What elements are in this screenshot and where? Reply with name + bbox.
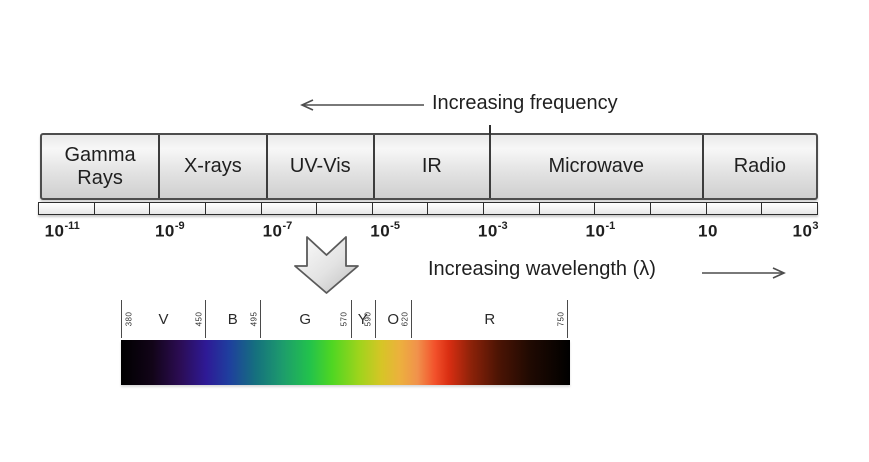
- visible-spectrum-gradient: [121, 340, 570, 385]
- ruler-cell: [39, 203, 95, 214]
- band-gamma-rays: Gamma Rays: [42, 135, 161, 198]
- frequency-axis-label: Increasing frequency: [432, 92, 618, 114]
- em-bands-bar: Gamma Rays X-rays UV-Vis IR Microwave Ra…: [40, 125, 818, 200]
- wavelength-nm-label: 620: [400, 311, 410, 327]
- wavelength-nm-label: 570: [339, 311, 349, 327]
- boundary-line: [350, 300, 352, 338]
- right-arrow-icon: [702, 267, 786, 279]
- ruler-cell: [95, 203, 151, 214]
- scale-tick-label: 10-9: [154, 220, 185, 241]
- boundary-line: [567, 300, 568, 338]
- ruler-cell: [540, 203, 596, 214]
- scale-tick-label: 10-7: [262, 220, 293, 241]
- ruler-cell: [707, 203, 763, 214]
- ruler-cell: [762, 203, 817, 214]
- ruler-cell: [484, 203, 540, 214]
- color-label-blue: B: [227, 310, 238, 328]
- boundary-line: [260, 300, 262, 338]
- boundary-line: [374, 300, 376, 338]
- frequency-axis-annotation: Increasing frequency: [298, 92, 678, 118]
- wavelength-nm-label: 495: [249, 311, 259, 327]
- color-label-violet: V: [158, 310, 169, 328]
- ruler-cell: [428, 203, 485, 214]
- wavelength-nm-label: 450: [194, 311, 204, 327]
- scale-tick-label: 10-11: [44, 220, 80, 241]
- left-arrow-icon: [300, 99, 424, 111]
- band-label: IR: [421, 155, 442, 177]
- ruler-cell: [651, 203, 707, 214]
- ruler-cell: [150, 203, 206, 214]
- wavelength-axis-label: Increasing wavelength (λ): [428, 258, 656, 280]
- ruler-cell: [373, 203, 429, 214]
- wavelength-axis-annotation: Increasing wavelength (λ): [428, 258, 798, 286]
- band-uv-vis: UV-Vis: [268, 135, 375, 198]
- scale-tick-label: 10-3: [477, 220, 508, 241]
- scale-tick-label: 103: [792, 220, 819, 241]
- boundary-line: [411, 300, 413, 338]
- wavelength-nm-label: 380: [124, 311, 133, 327]
- boundary-line: [205, 300, 207, 338]
- ruler-cell: [317, 203, 373, 214]
- color-label-red: R: [484, 310, 496, 328]
- ruler-cell: [206, 203, 262, 214]
- down-arrow-icon: [294, 236, 359, 294]
- scale-tick-label: 10-1: [585, 220, 616, 241]
- wavelength-nm-label: 750: [556, 311, 565, 327]
- band-label: UV-Vis: [289, 155, 351, 177]
- color-label-orange: O: [387, 310, 400, 328]
- band-label: Radio: [733, 155, 786, 177]
- scale-tick-label: 10-5: [370, 220, 400, 241]
- ruler-cell: [595, 203, 652, 214]
- band-microwave: Microwave: [491, 135, 704, 198]
- color-label-yellow: Y: [357, 310, 368, 328]
- wavelength-ruler: [38, 202, 818, 215]
- band-label: Microwave: [548, 155, 645, 177]
- band-ir: IR: [375, 135, 491, 198]
- wavelength-scale-labels: 10-11 10-9 10-7 10-5 10-3 10-1 10 103: [38, 220, 819, 247]
- visible-spectrum-labels: 380 450 495 570 590 620 750 V B G Y O R: [121, 300, 568, 338]
- ruler-cell: [262, 203, 318, 214]
- band-label: Gamma Rays: [64, 143, 136, 189]
- scale-tick-label: 10: [698, 221, 718, 241]
- band-radio: Radio: [704, 135, 816, 198]
- band-x-rays: X-rays: [160, 135, 268, 198]
- color-label-green: G: [299, 310, 311, 328]
- ir-microwave-tick: [488, 125, 491, 135]
- boundary-line: [121, 300, 122, 338]
- band-label: X-rays: [183, 155, 242, 177]
